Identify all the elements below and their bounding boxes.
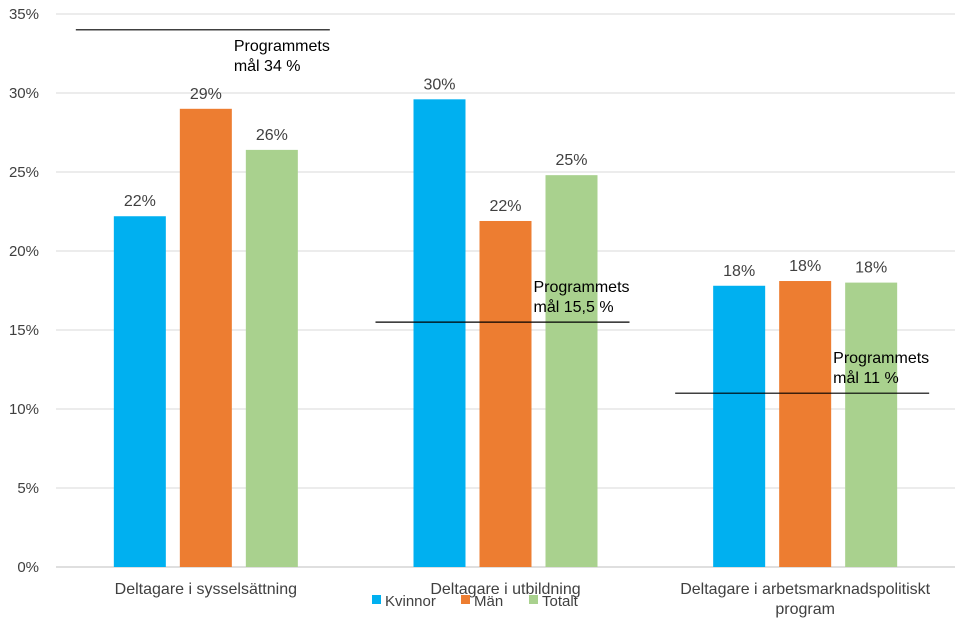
goal-label: Programmets: [234, 38, 330, 55]
bars: [113, 99, 898, 568]
goal-label: mål 11 %: [833, 369, 899, 387]
data-label: 18%: [723, 263, 755, 280]
legend: Kvinnor Män Totalt: [372, 593, 579, 610]
data-label: 26%: [256, 127, 288, 144]
data-labels: 22% 29% 26% 30% 22% 25% 18% 18% 18%: [124, 76, 887, 279]
bar-2-2: [845, 282, 898, 567]
category-label: program: [775, 601, 835, 618]
category-label: Deltagare i arbetsmarknadspolitiskt: [680, 581, 930, 598]
legend-label: Totalt: [542, 593, 579, 610]
data-label: 18%: [855, 260, 887, 277]
data-label: 25%: [555, 152, 587, 169]
data-label: 29%: [190, 86, 222, 103]
legend-label: Kvinnor: [385, 593, 436, 610]
category-label: Deltagare i utbildning: [430, 581, 580, 598]
goal-markers: Programmets mål 34 % Programmets mål 15,5 %…: [75, 29, 929, 394]
category-label: Deltagare i sysselsättning: [115, 581, 297, 598]
bar-2-1: [545, 175, 598, 567]
goal-label: Programmets: [833, 350, 929, 367]
legend-label: Män: [474, 593, 503, 610]
goal-label: mål 34 %: [234, 57, 301, 75]
bar-1-2: [779, 281, 832, 567]
y-tick-label: 5%: [17, 480, 39, 497]
data-label: 22%: [124, 193, 156, 210]
y-tick-label: 0%: [17, 559, 39, 576]
y-tick-label: 35%: [9, 6, 39, 23]
legend-swatch-2: [529, 595, 538, 604]
y-axis-ticks: 0% 5% 10% 15% 20% 25% 30% 35%: [9, 6, 39, 576]
legend-swatch-0: [372, 595, 381, 604]
bar-0-0: [113, 216, 166, 568]
goal-label: Programmets: [534, 279, 630, 296]
legend-swatch-1: [461, 595, 470, 604]
data-label: 30%: [423, 76, 455, 93]
bar-2-0: [245, 149, 298, 567]
data-label: 22%: [489, 198, 521, 215]
y-tick-label: 25%: [9, 164, 39, 181]
y-tick-label: 20%: [9, 243, 39, 260]
data-label: 18%: [789, 258, 821, 275]
goal-label: mål 15,5 %: [534, 298, 614, 316]
bar-1-1: [479, 220, 532, 568]
bar-1-0: [179, 108, 232, 568]
y-tick-label: 30%: [9, 85, 39, 102]
category-labels: Deltagare i sysselsättning Deltagare i ut…: [115, 581, 931, 618]
y-tick-label: 10%: [9, 401, 39, 418]
bar-0-2: [713, 285, 766, 567]
bar-0-1: [413, 99, 466, 567]
y-tick-label: 15%: [9, 322, 39, 339]
